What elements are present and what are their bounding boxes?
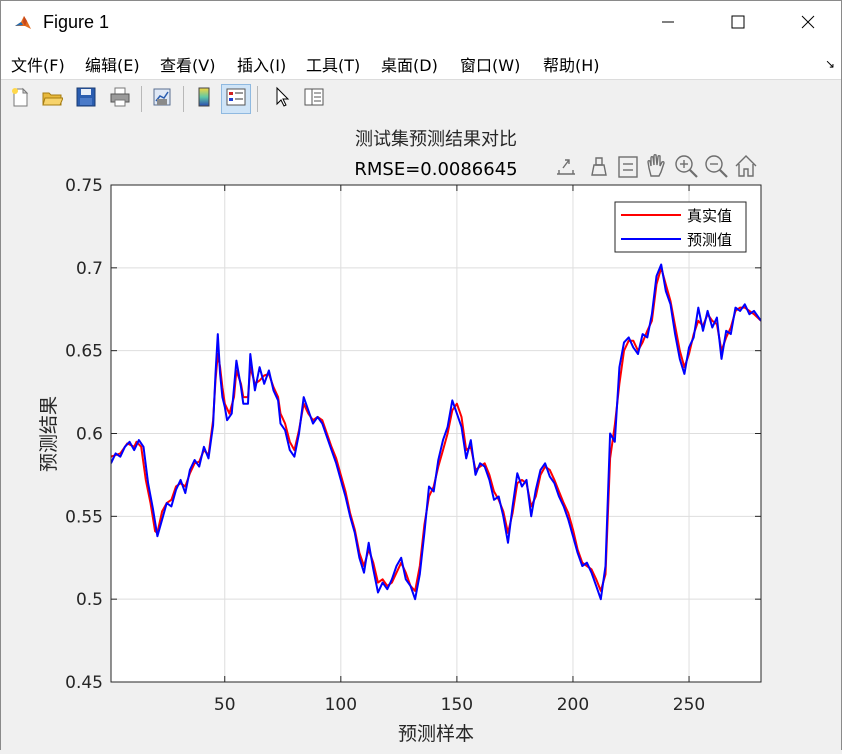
menu-view[interactable]: 查看(V) bbox=[160, 56, 216, 75]
chart-subtitle: RMSE=0.0086645 bbox=[354, 159, 517, 180]
title-bar[interactable]: Figure 1 bbox=[1, 1, 841, 45]
close-icon bbox=[801, 14, 815, 33]
menu-edit[interactable]: 编辑(E) bbox=[85, 56, 140, 75]
legend-label-actual: 真实值 bbox=[687, 207, 732, 225]
print-button[interactable] bbox=[105, 84, 135, 114]
y-axis-label: 预测结果 bbox=[38, 396, 60, 472]
window-title: Figure 1 bbox=[43, 12, 110, 32]
save-icon bbox=[75, 86, 97, 112]
axes-toolbar bbox=[557, 153, 757, 178]
new-figure-icon bbox=[9, 86, 31, 112]
edit-plot-button[interactable] bbox=[267, 84, 297, 114]
y-tick-label: 0.6 bbox=[76, 425, 103, 445]
minimize-button[interactable] bbox=[633, 1, 703, 45]
menu-tools[interactable]: 工具(T) bbox=[306, 56, 361, 75]
close-button[interactable] bbox=[773, 1, 842, 45]
dock-arrow-icon[interactable]: ↘ bbox=[824, 57, 835, 71]
x-axis-label: 预测样本 bbox=[398, 723, 474, 745]
toolbar-separator bbox=[141, 86, 142, 112]
y-axis: 0.45 0.5 0.55 0.6 0.65 0.7 0.75 bbox=[65, 176, 761, 693]
edit-plot-icon bbox=[271, 86, 293, 112]
export-icon[interactable] bbox=[557, 159, 575, 175]
menu-help[interactable]: 帮助(H) bbox=[543, 56, 600, 75]
y-tick-label: 0.65 bbox=[65, 342, 103, 362]
brush-icon[interactable] bbox=[591, 157, 607, 176]
menu-window[interactable]: 窗口(W) bbox=[460, 56, 521, 75]
open-file-button[interactable] bbox=[37, 84, 67, 114]
y-tick-label: 0.5 bbox=[76, 590, 103, 610]
y-tick-label: 0.7 bbox=[76, 259, 103, 279]
line-chart[interactable]: 50 100 150 200 250 0.45 0.5 0.55 0.6 0.65 0.7 0.75… bbox=[1, 118, 841, 750]
property-inspector-icon bbox=[303, 86, 325, 112]
series-layer bbox=[111, 263, 761, 601]
minimize-icon bbox=[661, 14, 675, 33]
menu-bar: 文件(F) 编辑(E) 查看(V) 插入(I) 工具(T) 桌面(D) 窗口(W… bbox=[1, 45, 841, 79]
property-inspector-button[interactable] bbox=[299, 84, 329, 114]
pan-icon[interactable] bbox=[647, 153, 665, 177]
zoom-out-icon[interactable] bbox=[705, 155, 728, 178]
y-tick-label: 0.45 bbox=[65, 673, 103, 693]
new-figure-button[interactable] bbox=[5, 84, 35, 114]
insert-colorbar-button[interactable] bbox=[189, 84, 219, 114]
figure-canvas: 50 100 150 200 250 0.45 0.5 0.55 0.6 0.65 0.7 0.75… bbox=[1, 118, 841, 750]
matlab-logo-icon bbox=[13, 13, 33, 33]
link-plot-icon bbox=[151, 86, 173, 112]
link-plot-button[interactable] bbox=[147, 84, 177, 114]
save-button[interactable] bbox=[71, 84, 101, 114]
series-line-predicted[interactable] bbox=[111, 263, 761, 601]
y-tick-label: 0.75 bbox=[65, 176, 103, 196]
legend[interactable]: 真实值 预测值 bbox=[614, 201, 747, 253]
x-tick-label: 200 bbox=[557, 695, 589, 715]
toolbar-separator bbox=[183, 86, 184, 112]
insert-colorbar-icon bbox=[193, 86, 215, 112]
print-icon bbox=[109, 86, 131, 112]
zoom-in-icon[interactable] bbox=[675, 155, 698, 178]
insert-legend-icon bbox=[225, 86, 247, 112]
home-icon[interactable] bbox=[735, 155, 757, 177]
maximize-button[interactable] bbox=[703, 1, 773, 45]
legend-box bbox=[614, 201, 747, 253]
menu-desktop[interactable]: 桌面(D) bbox=[381, 56, 438, 75]
insert-legend-button[interactable] bbox=[221, 84, 251, 114]
x-tick-label: 250 bbox=[673, 695, 705, 715]
x-tick-label: 150 bbox=[441, 695, 473, 715]
x-axis: 50 100 150 200 250 bbox=[214, 185, 705, 715]
x-tick-label: 100 bbox=[325, 695, 357, 715]
chart-title: 测试集预测结果对比 bbox=[355, 129, 517, 150]
datatips-icon[interactable] bbox=[618, 156, 638, 178]
x-tick-label: 50 bbox=[214, 695, 236, 715]
maximize-icon bbox=[731, 14, 745, 33]
menu-insert[interactable]: 插入(I) bbox=[237, 56, 287, 75]
open-file-icon bbox=[41, 86, 64, 112]
menu-file[interactable]: 文件(F) bbox=[11, 56, 65, 75]
figure-toolbar bbox=[1, 79, 841, 119]
toolbar-separator bbox=[257, 86, 258, 112]
legend-label-predicted: 预测值 bbox=[687, 231, 732, 249]
y-tick-label: 0.55 bbox=[65, 507, 103, 527]
